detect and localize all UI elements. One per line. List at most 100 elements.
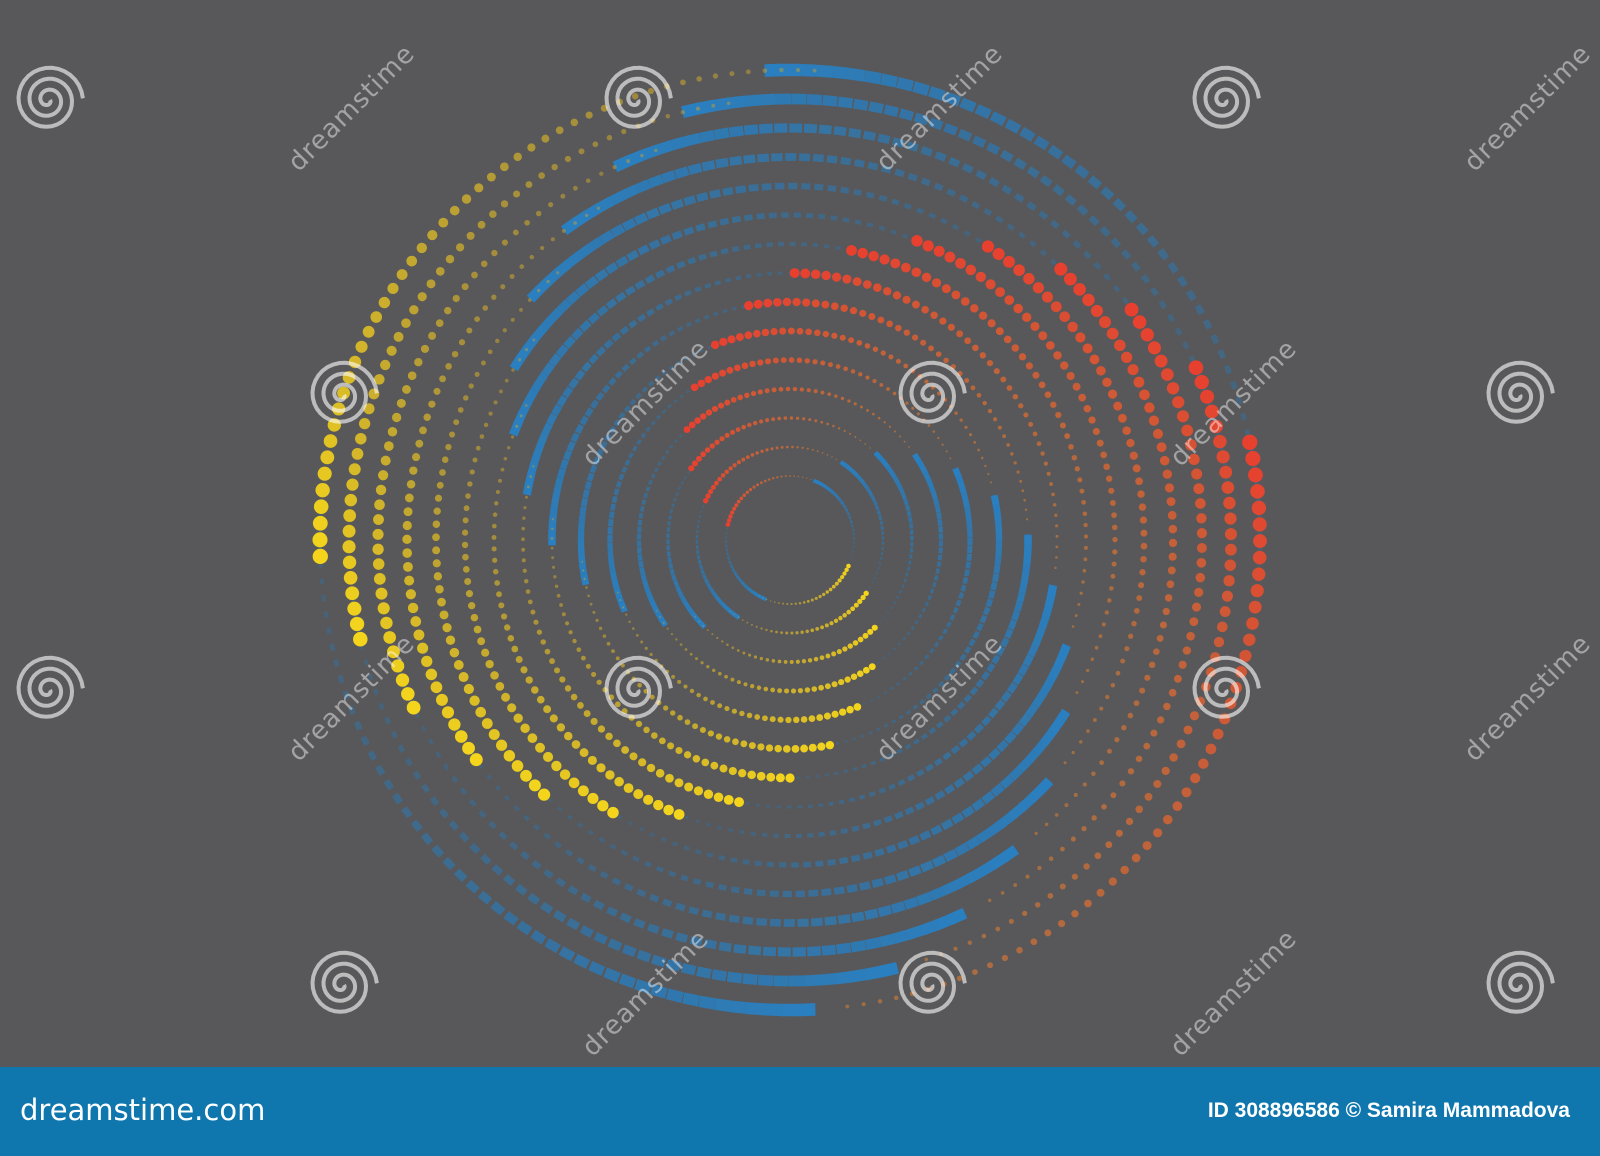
spiral-square (877, 566, 880, 571)
spiral-dot (916, 412, 920, 416)
spiral-dot (898, 435, 901, 438)
spiral-square (558, 946, 576, 962)
spiral-dot (801, 659, 807, 664)
spiral-dot (587, 594, 590, 598)
spiral-square (878, 561, 882, 566)
spiral-dot (831, 332, 838, 339)
spiral-square (757, 974, 774, 986)
spiral-square (848, 515, 852, 520)
spiral-square (957, 482, 967, 493)
spiral-dot (1013, 883, 1018, 887)
spiral-dot (775, 773, 785, 783)
spiral-square (696, 529, 699, 534)
spiral-dot (1131, 620, 1137, 627)
spiral-dot (793, 716, 800, 724)
spiral-dot (351, 448, 364, 460)
spiral-dot (474, 316, 480, 323)
spiral-dot (1079, 488, 1085, 494)
spiral-dot (827, 392, 832, 397)
spiral-dot (499, 389, 503, 394)
spiral-square (680, 874, 689, 882)
spiral-dot (810, 628, 815, 633)
dreamstime-logo[interactable]: dreamstime.com (20, 1093, 266, 1127)
spiral-dot (757, 743, 765, 751)
spiral-dot (564, 621, 570, 626)
spiral-square (1039, 249, 1048, 257)
spiral-dot (912, 300, 920, 309)
spiral-square (803, 123, 818, 134)
spiral-square (824, 773, 829, 777)
spiral-square (1046, 584, 1058, 598)
spiral-square (633, 212, 649, 226)
spiral-square (951, 223, 960, 231)
spiral-square (548, 353, 562, 367)
spiral-dot (738, 768, 747, 778)
spiral-dot (1037, 865, 1042, 871)
spiral-square (878, 515, 883, 521)
spiral-square (879, 556, 883, 561)
spiral-square (683, 356, 689, 361)
spiral-square (1000, 690, 1012, 703)
spiral-dot (677, 679, 682, 684)
spiral-dot (556, 593, 561, 598)
spiral-dot (430, 681, 443, 694)
spiral-dot (435, 584, 444, 594)
spiral-square (973, 723, 985, 734)
spiral-dot (1010, 452, 1014, 456)
spiral-dot (441, 706, 455, 719)
spiral-square (587, 312, 600, 325)
spiral-square (943, 714, 952, 723)
spiral-square (643, 492, 649, 499)
spiral-square (696, 550, 700, 555)
spiral-square (1047, 144, 1064, 160)
spiral-dot (503, 750, 516, 762)
spiral-square (1149, 286, 1159, 297)
spiral-square (949, 614, 956, 621)
spiral-square (906, 774, 916, 782)
spiral-square (881, 530, 885, 535)
spiral-square (958, 592, 965, 600)
spiral-dot (1055, 411, 1062, 419)
spiral-square (646, 308, 655, 317)
spiral-dot (810, 269, 821, 280)
spiral-dot (964, 378, 970, 384)
spiral-square (924, 601, 930, 607)
spiral-square (743, 244, 751, 250)
spiral-dot (689, 688, 695, 694)
spiral-square (981, 670, 991, 681)
spiral-dot (818, 684, 824, 691)
spiral-dot (487, 349, 493, 355)
spiral-dot (1191, 602, 1202, 612)
spiral-dot (694, 616, 696, 618)
spiral-dot (888, 354, 894, 360)
spiral-square (925, 477, 934, 487)
spiral-square (420, 832, 434, 846)
spiral-dot (728, 466, 733, 471)
spiral-square (383, 778, 394, 791)
spiral-dot (705, 493, 711, 499)
spiral-dot (1068, 443, 1074, 450)
spiral-dot (1195, 498, 1206, 509)
spiral-dot (788, 357, 795, 363)
spiral-square (972, 135, 987, 148)
spiral-logo-icon (1486, 360, 1555, 424)
spiral-square (954, 660, 962, 669)
spiral-square (717, 825, 723, 830)
spiral-dot (1098, 634, 1103, 639)
spiral-square (621, 363, 630, 372)
spiral-dot (820, 420, 824, 424)
spiral-dot (989, 481, 992, 484)
spiral-square (1022, 563, 1031, 575)
spiral-dot (873, 283, 882, 292)
spiral-square (1087, 175, 1103, 190)
spiral-square (548, 515, 557, 527)
spiral-square (791, 862, 799, 868)
spiral-dot (755, 625, 758, 628)
spiral-square (919, 698, 926, 705)
spiral-square (668, 365, 675, 371)
spiral-square (683, 475, 687, 480)
spiral-dot (1138, 503, 1147, 511)
spiral-square (675, 491, 679, 496)
spiral-dot (511, 760, 524, 772)
spiral-square (878, 620, 882, 624)
